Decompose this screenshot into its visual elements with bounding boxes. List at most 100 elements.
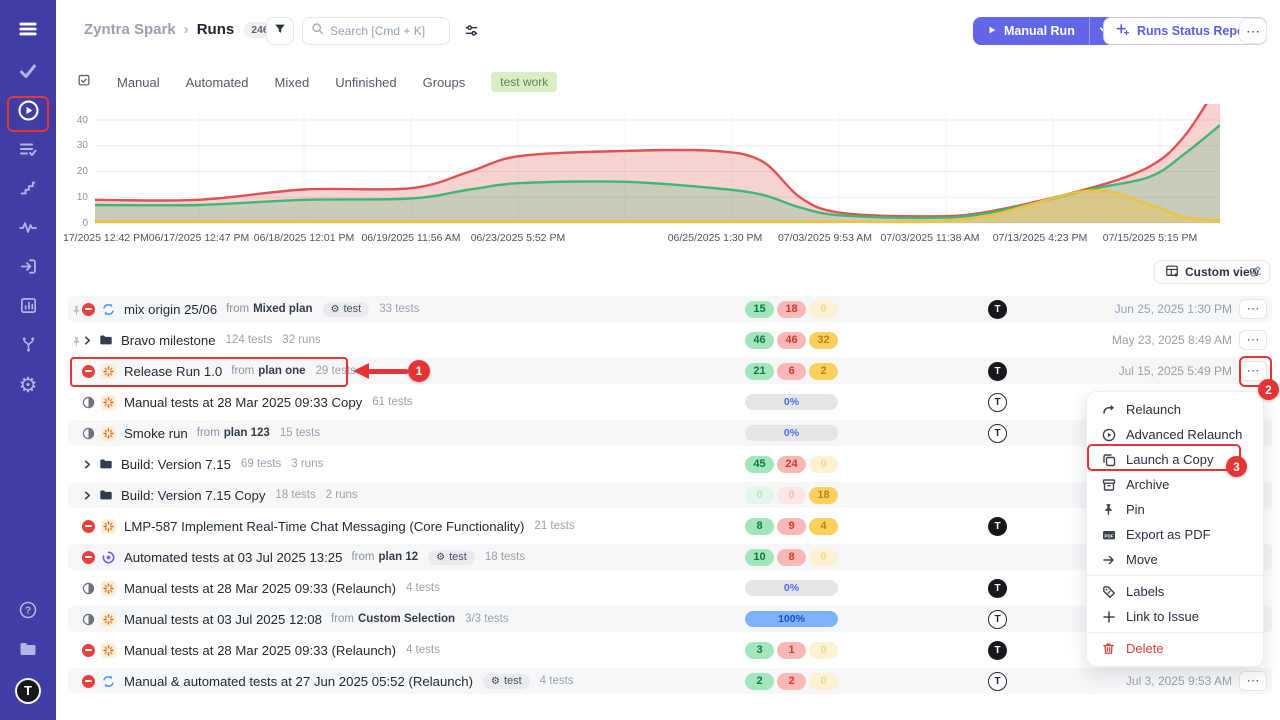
menu-item-export-pdf[interactable]: PDF Export as PDF bbox=[1087, 522, 1263, 547]
sidebar-item-menu[interactable] bbox=[6, 8, 50, 54]
sidebar-item-runs[interactable] bbox=[6, 93, 50, 132]
run-title[interactable]: Manual tests at 28 Mar 2025 09:33 (Relau… bbox=[124, 642, 396, 658]
sidebar-item-tasks[interactable] bbox=[6, 54, 50, 93]
tab-manual[interactable]: Manual bbox=[117, 74, 160, 90]
run-row[interactable]: Manual tests at 28 Mar 2025 09:33 Copy 61… bbox=[68, 389, 1272, 415]
expand-chevron-icon[interactable] bbox=[82, 335, 93, 346]
test-tag-badge[interactable]: ⚙ test bbox=[428, 549, 475, 565]
in-progress-status-icon bbox=[82, 582, 95, 595]
run-title[interactable]: LMP-587 Implement Real-Time Chat Messagi… bbox=[124, 518, 525, 534]
sidebar-item-profile[interactable]: T bbox=[6, 671, 50, 710]
sparkles-icon bbox=[1116, 23, 1130, 40]
menu-item-move[interactable]: Move bbox=[1087, 547, 1263, 572]
custom-view-button[interactable]: Custom view bbox=[1154, 260, 1271, 284]
run-title[interactable]: Manual tests at 28 Mar 2025 09:33 Copy bbox=[124, 394, 363, 410]
yellow-count-badge: 0 bbox=[809, 455, 838, 473]
search-box[interactable] bbox=[302, 17, 450, 45]
run-row[interactable]: mix origin 25/06 from Mixed plan ⚙ test 33 te… bbox=[68, 296, 1272, 322]
test-tag-badge[interactable]: ⚙ test bbox=[322, 301, 370, 317]
menu-item-relaunch[interactable]: Relaunch bbox=[1087, 397, 1263, 422]
run-row[interactable]: Build: Version 7.15 69 tests 3 runs 45 24 0 bbox=[68, 451, 1272, 477]
board-icon[interactable] bbox=[77, 73, 91, 92]
menu-item-label: Delete bbox=[1126, 641, 1164, 656]
custom-view-label: Custom view bbox=[1185, 265, 1260, 279]
help-icon: ? bbox=[18, 600, 38, 625]
menu-item-delete[interactable]: Delete bbox=[1087, 636, 1263, 661]
export-pdf-icon: PDF bbox=[1101, 528, 1116, 542]
sidebar-item-reports[interactable] bbox=[6, 288, 50, 327]
run-title[interactable]: Automated tests at 03 Jul 2025 13:25 bbox=[124, 549, 343, 565]
table-icon bbox=[1165, 264, 1179, 281]
list-settings-icon[interactable] bbox=[1248, 264, 1263, 284]
row-more-button[interactable]: ⋯ bbox=[1239, 330, 1267, 350]
run-plan-name[interactable]: Mixed plan bbox=[253, 303, 313, 315]
spinner-icon bbox=[101, 580, 116, 596]
manual-run-button[interactable]: Manual Run bbox=[973, 17, 1089, 45]
chart-x-tick: 07/13/2025 4:23 PM bbox=[992, 232, 1088, 244]
run-plan-name[interactable]: Custom Selection bbox=[357, 613, 456, 625]
run-title[interactable]: Build: Version 7.15 bbox=[121, 456, 231, 472]
run-title[interactable]: Manual tests at 28 Mar 2025 09:33 (Relau… bbox=[124, 580, 396, 596]
sidebar-item-versions[interactable] bbox=[6, 327, 50, 366]
run-row[interactable]: Build: Version 7.15 Copy 18 tests 2 runs 0 0… bbox=[68, 482, 1272, 508]
menu-item-labels[interactable]: Labels bbox=[1087, 579, 1263, 604]
sidebar-item-activity[interactable] bbox=[6, 210, 50, 249]
menu-item-advanced-relaunch[interactable]: Advanced Relaunch bbox=[1087, 422, 1263, 447]
expand-chevron-icon[interactable] bbox=[82, 459, 93, 470]
menu-item-launch-a-copy[interactable]: Launch a Copy bbox=[1087, 447, 1263, 472]
run-title[interactable]: Build: Version 7.15 Copy bbox=[121, 487, 266, 503]
sidebar-item-settings[interactable]: ⚙ bbox=[6, 366, 50, 405]
sidebar-item-steps[interactable] bbox=[6, 171, 50, 210]
run-row[interactable]: Automated tests at 03 Jul 2025 13:25 from… bbox=[68, 544, 1272, 570]
run-title[interactable]: Manual tests at 03 Jul 2025 12:08 bbox=[124, 611, 322, 627]
run-row[interactable]: Bravo milestone 124 tests 32 runs 46 46 32 May… bbox=[68, 327, 1272, 353]
sidebar-item-projects[interactable] bbox=[6, 632, 50, 671]
run-plan-name[interactable]: plan 12 bbox=[378, 551, 419, 563]
run-title[interactable]: Smoke run bbox=[124, 425, 188, 441]
run-row[interactable]: Manual tests at 28 Mar 2025 09:33 (Relau… bbox=[68, 575, 1272, 601]
run-tests-count: 18 tests bbox=[275, 489, 316, 501]
run-row[interactable]: Manual & automated tests at 27 Jun 2025 … bbox=[68, 668, 1272, 694]
tab-automated[interactable]: Automated bbox=[185, 74, 249, 90]
tab-groups[interactable]: Groups bbox=[422, 74, 466, 90]
run-row[interactable]: Manual tests at 28 Mar 2025 09:33 (Relau… bbox=[68, 637, 1272, 663]
run-row[interactable]: LMP-587 Implement Real-Time Chat Messagi… bbox=[68, 513, 1272, 539]
row-more-button[interactable]: ⋯ bbox=[1239, 361, 1267, 381]
row-more-button[interactable]: ⋯ bbox=[1239, 671, 1267, 691]
sidebar-item-test-cases[interactable] bbox=[6, 132, 50, 171]
tab-unfinished[interactable]: Unfinished bbox=[335, 74, 397, 90]
expand-chevron-icon[interactable] bbox=[82, 490, 93, 501]
chart-y-tick: 0 bbox=[82, 217, 88, 229]
search-input[interactable] bbox=[330, 24, 440, 38]
menu-item-pin[interactable]: Pin bbox=[1087, 497, 1263, 522]
breadcrumb-project[interactable]: Zyntra Spark bbox=[84, 21, 176, 38]
run-title[interactable]: Release Run 1.0 bbox=[124, 363, 223, 379]
menu-item-archive[interactable]: Archive bbox=[1087, 472, 1263, 497]
test-tag-label: test bbox=[503, 675, 522, 687]
row-more-button[interactable]: ⋯ bbox=[1239, 299, 1267, 319]
filter-tag-test-work[interactable]: test work bbox=[491, 72, 558, 92]
test-tag-badge[interactable]: ⚙ test bbox=[482, 673, 530, 689]
sidebar-item-help[interactable]: ? bbox=[6, 593, 50, 632]
menu-item-label: Labels bbox=[1126, 584, 1165, 599]
search-settings-icon[interactable] bbox=[464, 23, 479, 43]
header-more-button[interactable]: ⋯ bbox=[1239, 18, 1267, 44]
tab-mixed[interactable]: Mixed bbox=[274, 74, 310, 90]
run-stats: 45 24 0 bbox=[745, 455, 838, 473]
run-row[interactable]: Release Run 1.0 from plan one 29 tests 21 6 2 T… bbox=[68, 358, 1272, 384]
green-count-badge: 45 bbox=[745, 455, 774, 473]
run-from-label: from bbox=[226, 303, 250, 315]
run-title[interactable]: Manual & automated tests at 27 Jun 2025 … bbox=[124, 673, 473, 689]
run-row[interactable]: Manual tests at 03 Jul 2025 12:08 from Cus… bbox=[68, 606, 1272, 632]
filter-button[interactable] bbox=[266, 17, 294, 45]
run-plan-name[interactable]: plan 123 bbox=[223, 427, 270, 439]
run-plan-name[interactable]: plan one bbox=[258, 365, 306, 377]
run-row[interactable]: Smoke run from plan 123 15 tests 0% T bbox=[68, 420, 1272, 446]
run-title[interactable]: Bravo milestone bbox=[121, 332, 216, 348]
chart-x-tick: 17/2025 12:42 PM bbox=[63, 232, 149, 244]
sync-icon bbox=[101, 674, 116, 689]
run-title[interactable]: mix origin 25/06 bbox=[124, 301, 218, 317]
menu-item-link-to-issue[interactable]: Link to Issue bbox=[1087, 604, 1263, 629]
sidebar-item-import[interactable] bbox=[6, 249, 50, 288]
run-tests-count: 21 tests bbox=[534, 520, 575, 532]
